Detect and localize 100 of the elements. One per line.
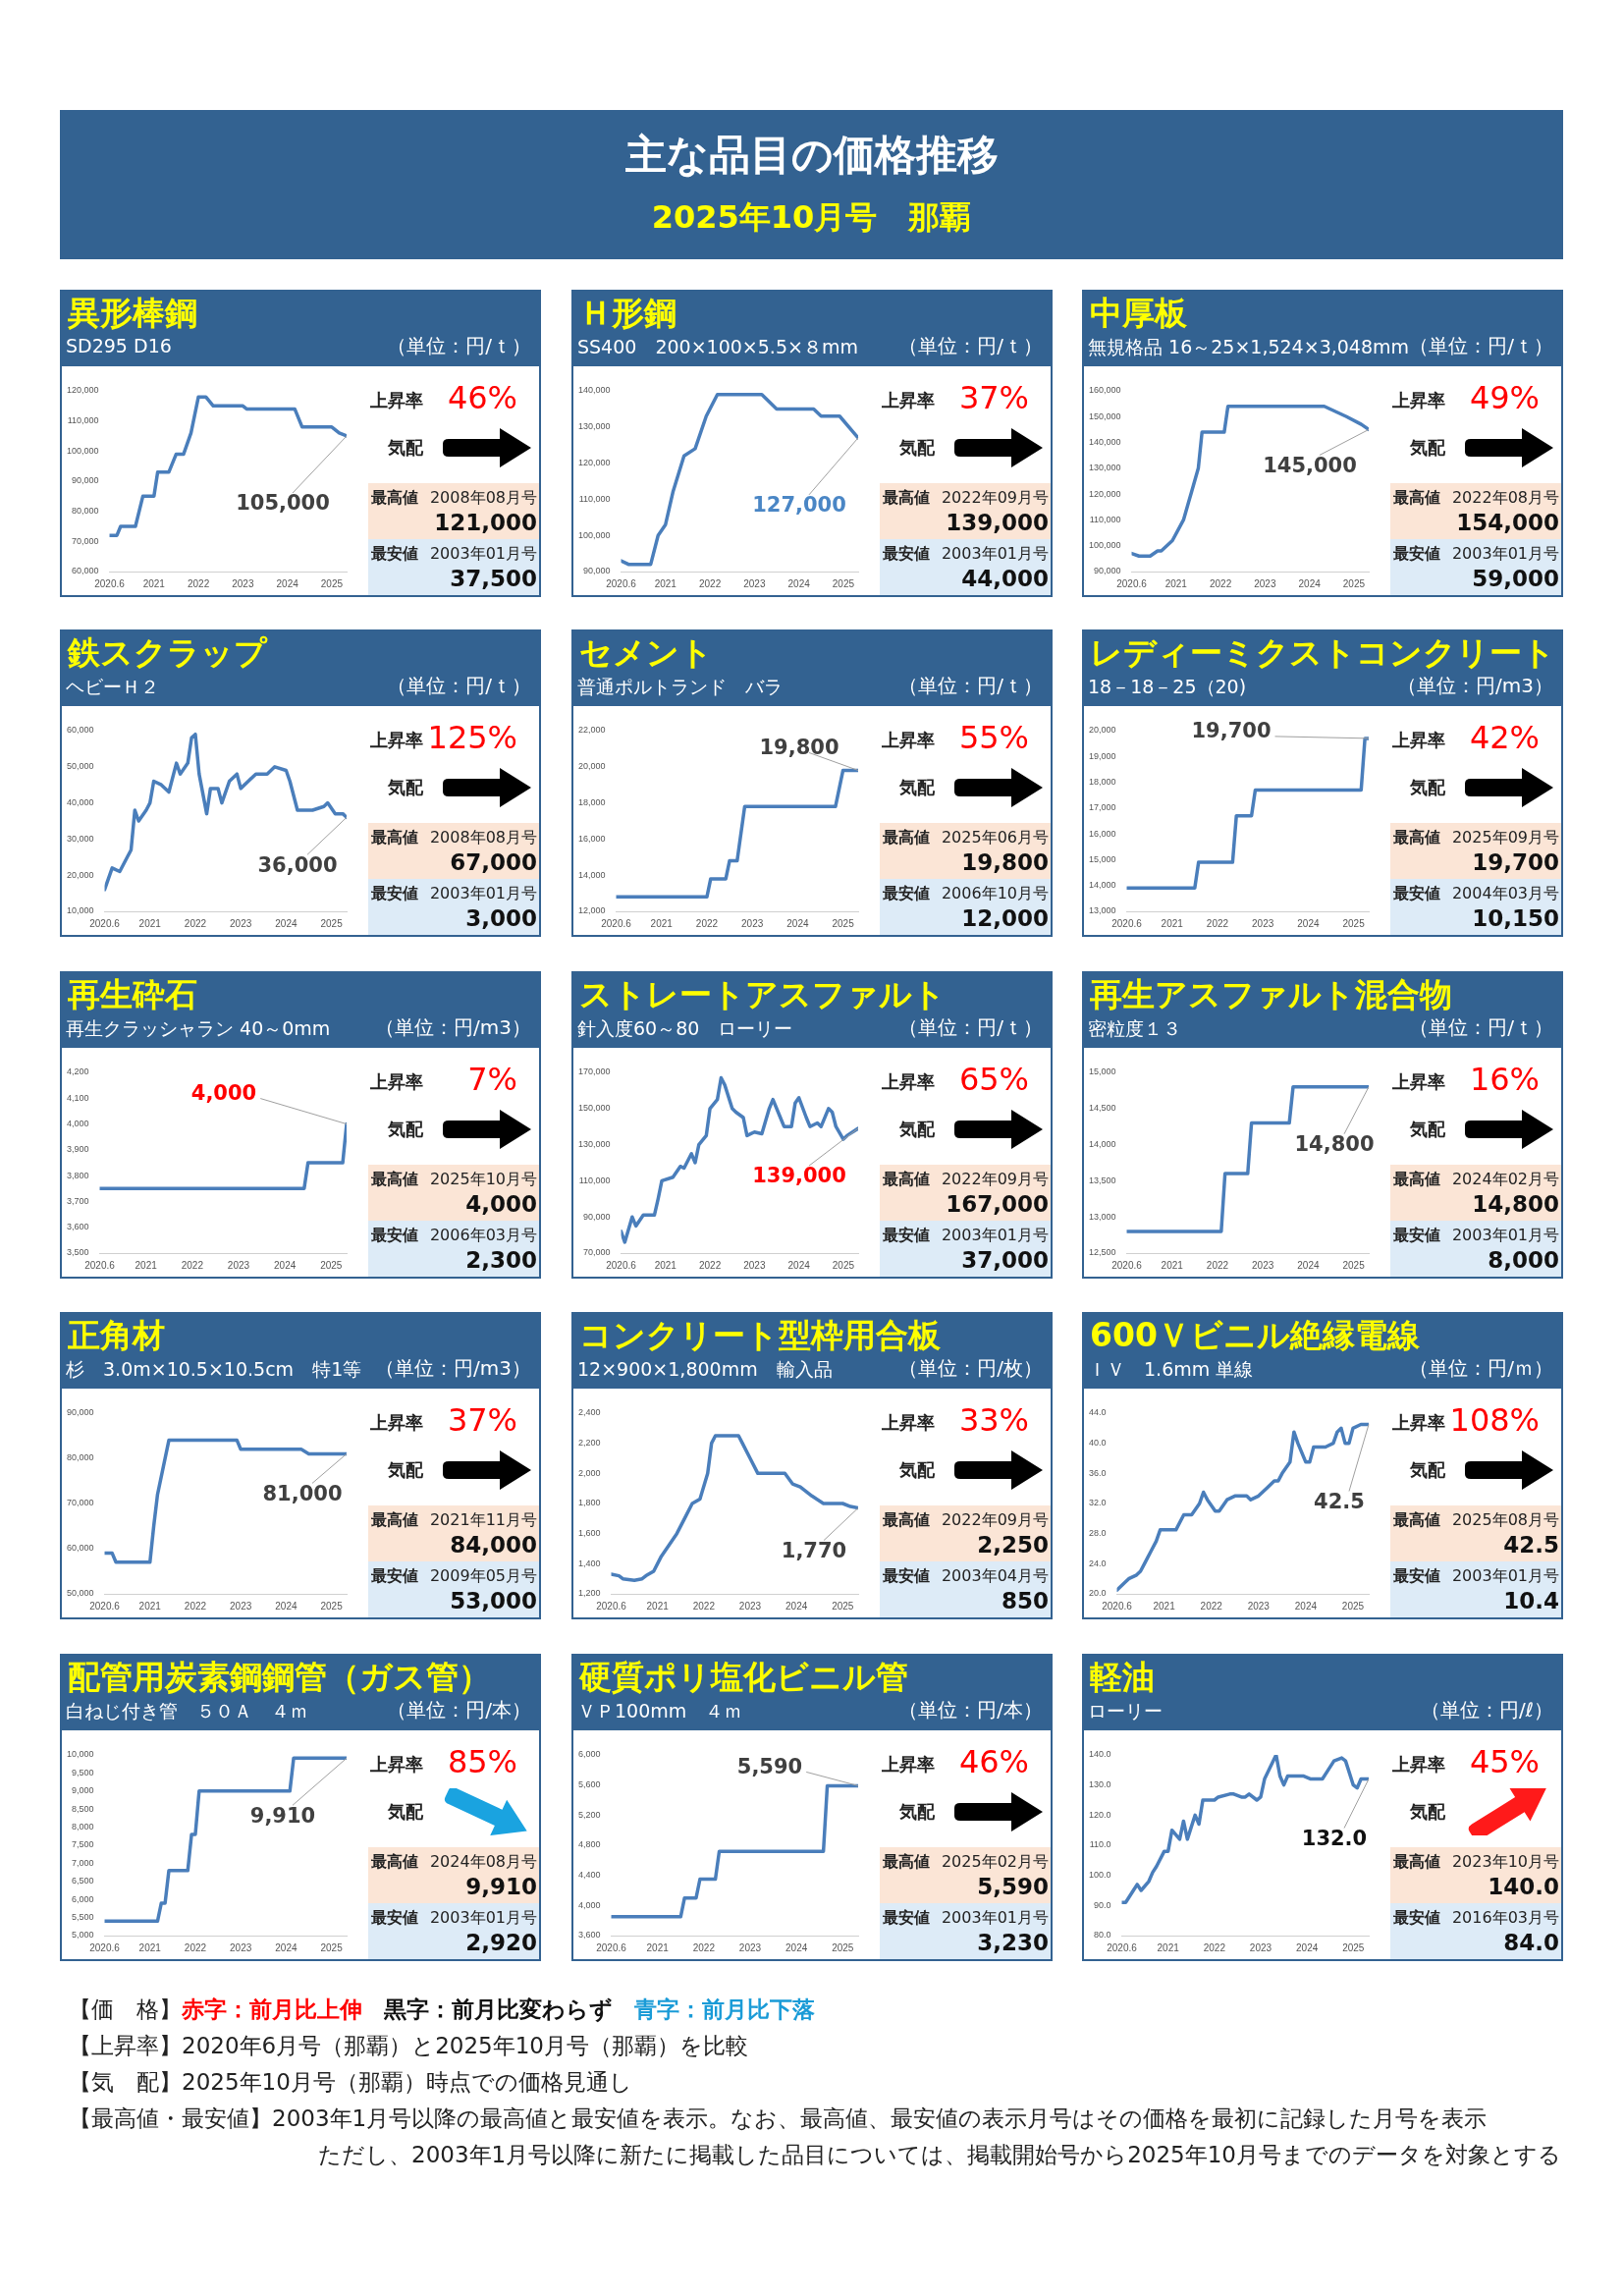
text: 最安値 bbox=[371, 1908, 418, 1929]
y-tick-label: 90,000 bbox=[72, 475, 99, 486]
x-tick-label: 2025 bbox=[832, 917, 855, 929]
y-tick-label: 2,400 bbox=[577, 1407, 601, 1418]
text: 青字：前月比下落 bbox=[634, 1996, 815, 2022]
text: 37,000 bbox=[961, 1247, 1049, 1273]
x-tick-label: 2021 bbox=[1157, 1941, 1180, 1953]
x-tick-label: 2022 bbox=[692, 1941, 716, 1953]
text: 【価 格】 bbox=[69, 1996, 182, 2022]
x-tick-label: 2022 bbox=[181, 1259, 204, 1271]
text: 2006年10月号 bbox=[941, 884, 1049, 904]
text: （単位：円/枚） bbox=[898, 1355, 1043, 1382]
chart-title: 硬質ポリ塩化ビニル管 bbox=[579, 1658, 908, 1696]
text: 上昇率 bbox=[370, 1411, 423, 1435]
y-tick-label: 15,000 bbox=[1089, 853, 1116, 864]
y-tick-label: 5,200 bbox=[577, 1809, 601, 1820]
x-tick-label: 2024 bbox=[276, 577, 299, 589]
y-tick-label: 100,000 bbox=[66, 445, 99, 456]
text: （単位：円/ｔ） bbox=[898, 673, 1043, 699]
x-tick-label: 2020.6 bbox=[596, 1941, 627, 1953]
x-tick-label: 2022 bbox=[1206, 917, 1229, 929]
annotation: 145,000 bbox=[1263, 453, 1357, 477]
y-tick-label: 40,000 bbox=[67, 797, 94, 808]
y-tick-label: 14,000 bbox=[578, 869, 606, 880]
x-tick-label: 2025 bbox=[1342, 917, 1366, 929]
text: 気配 bbox=[388, 1458, 423, 1482]
x-tick-label: 2025 bbox=[832, 1259, 855, 1271]
y-tick-label: 90,000 bbox=[583, 566, 611, 576]
y-tick-label: 2,000 bbox=[577, 1467, 601, 1478]
y-tick-label: 50,000 bbox=[67, 761, 94, 772]
x-tick-label: 2021 bbox=[1153, 1600, 1176, 1612]
x-tick-label: 2023 bbox=[227, 1259, 250, 1271]
chart-title: 中厚板 bbox=[1090, 293, 1187, 334]
x-tick-label: 2020.6 bbox=[1116, 577, 1148, 589]
text: 最安値 bbox=[371, 544, 418, 565]
x-tick-label: 2023 bbox=[743, 1259, 766, 1271]
text: 7% bbox=[467, 1061, 517, 1098]
text: 2,920 bbox=[465, 1930, 537, 1955]
text: 125% bbox=[427, 719, 517, 756]
x-tick-label: 2025 bbox=[1342, 577, 1366, 589]
y-tick-label: 3,600 bbox=[577, 1930, 601, 1941]
text: 2,300 bbox=[465, 1247, 537, 1273]
chart-title: 再生砕石 bbox=[68, 974, 197, 1015]
text: 気配 bbox=[899, 1800, 935, 1824]
text: 2021年11月号 bbox=[429, 1510, 537, 1531]
y-tick-label: 110,000 bbox=[578, 1175, 611, 1185]
y-tick-label: 5,600 bbox=[577, 1779, 601, 1790]
text: 2003年04月号 bbox=[941, 1566, 1049, 1587]
x-tick-label: 2023 bbox=[230, 1941, 252, 1953]
text: 気配 bbox=[388, 1118, 423, 1141]
x-tick-label: 2025 bbox=[320, 1259, 343, 1271]
y-tick-label: 1,800 bbox=[577, 1498, 601, 1508]
y-tick-label: 90,000 bbox=[1094, 566, 1121, 576]
text: 53,000 bbox=[450, 1588, 537, 1613]
y-tick-label: 130,000 bbox=[577, 1139, 611, 1150]
text: 108% bbox=[1449, 1401, 1540, 1439]
y-tick-label: 140.0 bbox=[1088, 1749, 1111, 1760]
x-tick-label: 2025 bbox=[320, 1941, 344, 1953]
y-tick-label: 170,000 bbox=[577, 1066, 611, 1077]
x-tick-label: 2022 bbox=[184, 1600, 207, 1612]
annotation: 81,000 bbox=[262, 1481, 343, 1505]
x-tick-label: 2021 bbox=[1161, 917, 1184, 929]
text: 【最高値・最安値】2003年1月号以降の最高値と最安値を表示。なお、最高値、最安値の表示月号はその価格を最初に記録した月号を表示 bbox=[69, 2105, 1489, 2133]
annotation: 1,770 bbox=[781, 1539, 847, 1563]
x-tick-label: 2020.6 bbox=[1111, 917, 1143, 929]
text: 37,500 bbox=[450, 566, 537, 591]
text: 上昇率 bbox=[1392, 729, 1445, 752]
y-tick-label: 18,000 bbox=[1089, 777, 1116, 788]
text: 最高値 bbox=[1393, 1852, 1440, 1873]
text: 気配 bbox=[388, 1800, 423, 1824]
x-tick-label: 2021 bbox=[654, 1259, 677, 1271]
x-tick-label: 2025 bbox=[1341, 1600, 1365, 1612]
y-tick-label: 3,700 bbox=[66, 1195, 89, 1206]
text: 2003年01月号 bbox=[941, 1226, 1049, 1246]
text: 上昇率 bbox=[370, 729, 423, 752]
x-tick-label: 2021 bbox=[650, 917, 674, 929]
text: 最安値 bbox=[371, 1566, 418, 1587]
y-tick-label: 4,100 bbox=[66, 1092, 89, 1103]
text: 最高値 bbox=[883, 488, 930, 509]
chart-subtitle: 再生クラッシャラン 40～0mm bbox=[66, 1016, 331, 1041]
y-tick-label: 9,000 bbox=[72, 1785, 94, 1796]
y-tick-label: 70,000 bbox=[583, 1247, 611, 1258]
text: 14,800 bbox=[1472, 1191, 1559, 1217]
x-tick-label: 2023 bbox=[230, 1600, 252, 1612]
chart-subtitle: 18－18－25（20) bbox=[1088, 675, 1247, 699]
y-tick-label: 110,000 bbox=[1089, 514, 1121, 524]
text: 上昇率 bbox=[370, 389, 423, 412]
text: （単位：円/m3） bbox=[375, 1014, 531, 1041]
x-tick-label: 2023 bbox=[738, 1941, 762, 1953]
y-tick-label: 140,000 bbox=[577, 385, 611, 396]
x-tick-label: 2021 bbox=[1164, 577, 1188, 589]
chart-title: セメント bbox=[579, 632, 713, 674]
text: （単位：円/本） bbox=[898, 1697, 1043, 1723]
text: 上昇率 bbox=[370, 1070, 423, 1094]
text: 2025年06月号 bbox=[941, 828, 1049, 848]
y-tick-label: 10,000 bbox=[67, 1749, 94, 1760]
x-tick-label: 2024 bbox=[785, 1941, 808, 1953]
annotation: 14,800 bbox=[1294, 1132, 1375, 1157]
x-tick-label: 2022 bbox=[698, 577, 722, 589]
text: 上昇率 bbox=[1392, 1070, 1445, 1094]
